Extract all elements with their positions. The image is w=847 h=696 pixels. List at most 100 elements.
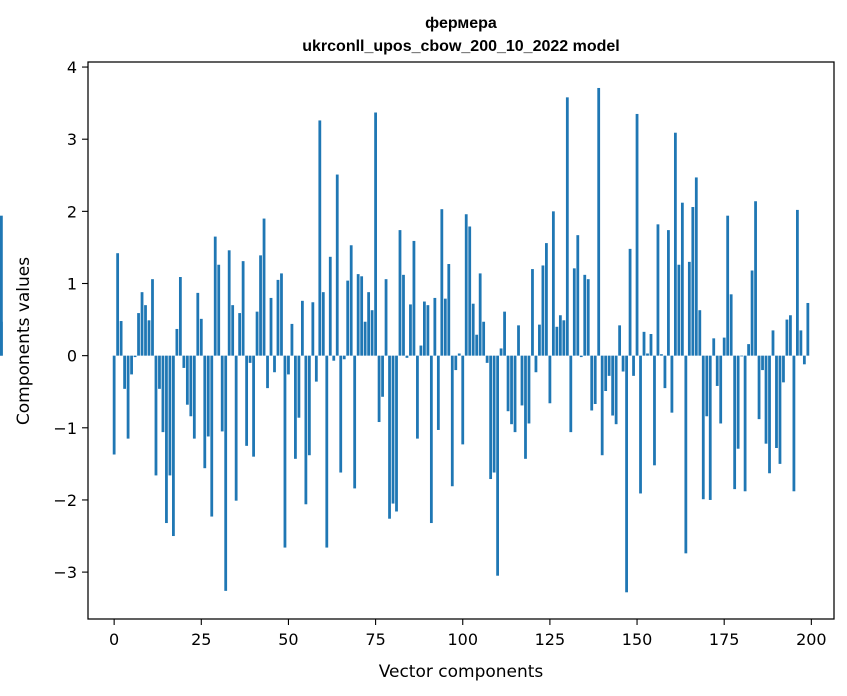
bar <box>321 292 325 356</box>
bar <box>541 265 545 356</box>
x-tick-label: 75 <box>365 630 385 649</box>
bar <box>206 355 210 437</box>
bar <box>363 321 367 356</box>
bar <box>799 330 803 356</box>
bar <box>597 87 601 356</box>
bar <box>370 310 374 356</box>
y-tick-label: −1 <box>53 419 77 438</box>
bar <box>454 355 458 371</box>
bar <box>412 240 416 356</box>
bar <box>367 292 371 356</box>
bar <box>464 214 468 356</box>
bar <box>583 274 587 356</box>
bars-group <box>0 87 810 593</box>
bar <box>172 355 175 537</box>
bar <box>614 355 618 425</box>
bar <box>792 355 796 492</box>
bar <box>775 355 778 448</box>
chart-title: фермера <box>425 15 497 32</box>
bar <box>405 355 409 358</box>
bar <box>161 355 165 433</box>
bar <box>140 292 144 356</box>
bar <box>639 355 642 494</box>
bar <box>632 355 635 376</box>
bar <box>503 311 506 356</box>
bar <box>740 355 744 357</box>
bar <box>241 261 245 356</box>
bar <box>806 302 810 356</box>
bar <box>653 355 656 466</box>
bar <box>178 277 182 356</box>
bar <box>335 174 339 356</box>
bar <box>618 325 622 356</box>
bar <box>443 298 447 356</box>
bar <box>492 355 496 473</box>
bar <box>210 355 214 517</box>
bar <box>646 353 649 356</box>
bar <box>628 248 632 356</box>
bar <box>353 355 357 489</box>
bar <box>764 355 768 444</box>
bar <box>593 355 597 404</box>
x-tick-label: 50 <box>278 630 298 649</box>
bar <box>534 355 538 373</box>
bar <box>147 320 151 356</box>
bar <box>729 294 733 356</box>
bar <box>736 355 740 449</box>
bar <box>436 355 440 430</box>
bar <box>248 355 252 363</box>
bar <box>381 355 384 397</box>
bar <box>429 355 433 524</box>
bar <box>757 355 761 420</box>
bar <box>213 236 217 356</box>
bar <box>144 305 147 356</box>
bar <box>489 355 493 480</box>
bar <box>677 264 681 356</box>
bar <box>196 292 200 356</box>
bar <box>600 355 604 456</box>
bar <box>499 348 503 356</box>
bar <box>217 264 221 356</box>
bar <box>112 355 116 455</box>
bar <box>391 355 395 504</box>
bar <box>234 355 238 501</box>
bar <box>551 211 555 356</box>
bar <box>356 274 360 356</box>
bar <box>667 230 670 356</box>
bar <box>743 355 747 492</box>
bar <box>579 355 583 358</box>
chart-subtitle: ukrconll_upos_cbow_200_10_2022 model <box>302 38 619 55</box>
bar <box>660 354 663 356</box>
bar <box>789 315 792 356</box>
bar <box>0 215 3 356</box>
bar <box>423 301 426 356</box>
bar <box>203 355 207 469</box>
bar <box>220 355 224 432</box>
bar <box>300 300 304 356</box>
bar <box>328 256 332 356</box>
bar <box>802 355 806 365</box>
bar <box>168 355 172 476</box>
bar <box>409 304 412 356</box>
bar <box>796 209 799 356</box>
bar <box>698 310 702 356</box>
bar <box>621 355 625 372</box>
bar <box>527 355 531 424</box>
bar <box>440 209 444 356</box>
x-tick-label: 0 <box>109 630 119 649</box>
bar <box>259 255 262 356</box>
bar <box>586 279 590 356</box>
bar <box>158 355 161 389</box>
bar <box>325 355 329 548</box>
bar <box>182 355 186 368</box>
bar <box>506 355 510 412</box>
bar <box>266 355 269 389</box>
bar <box>572 268 576 356</box>
y-tick-label: −3 <box>53 563 77 582</box>
bar <box>238 313 242 356</box>
bar <box>538 324 541 356</box>
bar <box>185 355 189 405</box>
bar <box>294 355 297 459</box>
bar <box>565 97 569 356</box>
y-tick-label: 3 <box>67 130 77 149</box>
